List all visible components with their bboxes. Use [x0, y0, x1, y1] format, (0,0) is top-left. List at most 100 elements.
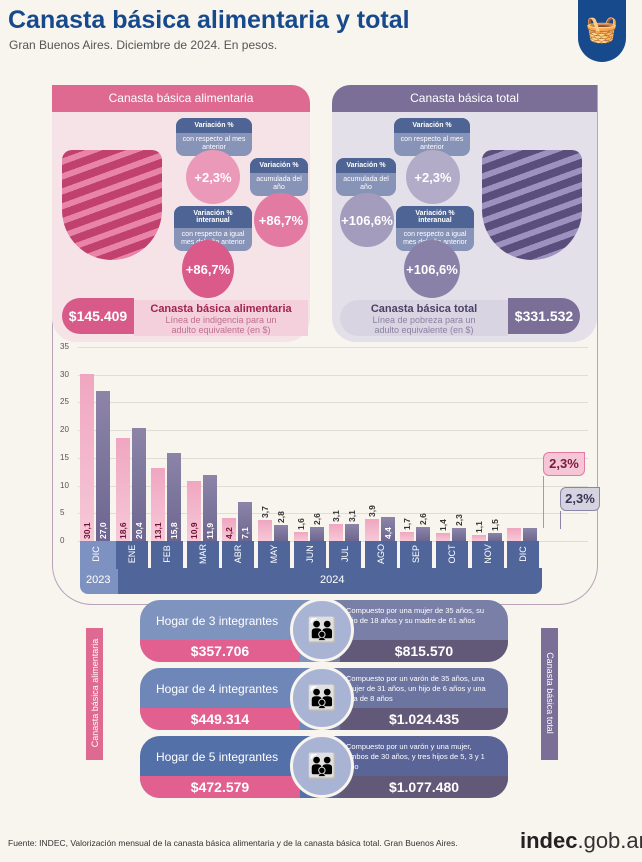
bar-cba	[222, 517, 237, 541]
total-basket-illustration	[482, 150, 582, 260]
tag-label: Variación % interanual	[174, 206, 252, 228]
bar-cba	[258, 520, 272, 541]
y-tick-label: 0	[60, 536, 65, 545]
bar-value-label: 7,1	[240, 527, 251, 539]
household-row: Hogar de 5 integrantes $472.579 Compuest…	[140, 734, 508, 798]
household-desc: Compuesto por una mujer de 35 años, su h…	[346, 606, 484, 625]
x-tick-label: ENE	[126, 544, 137, 564]
side-label-text: Canasta básica total	[545, 652, 555, 734]
brand-b: .gob.ar	[577, 828, 642, 853]
household-cbt-value: $815.570	[340, 640, 508, 662]
household-desc: Compuesto por un varón y una mujer, ambo…	[346, 742, 485, 771]
cba-var-acum-value: +86,7%	[254, 193, 308, 247]
bar-cba	[186, 480, 201, 541]
bar-cbt	[238, 501, 253, 541]
tag-sub: acumulada del año	[343, 176, 389, 192]
bar-value-label: 10,9	[188, 522, 199, 539]
bar-cba	[364, 519, 379, 541]
bar-cbt	[131, 427, 146, 541]
y-tick-label: 35	[60, 342, 69, 351]
cbt-title: Canasta básica total	[332, 85, 597, 112]
cbt-price-sub: Línea de pobreza para un adulto equivale…	[372, 315, 476, 335]
cbt-var-acum-value: +106,6%	[340, 193, 394, 247]
bar-cba	[329, 523, 344, 541]
cba-price-title: Canasta básica alimentaria	[150, 303, 292, 315]
bar-cba	[293, 532, 308, 541]
bar-cbt	[523, 528, 538, 541]
gridline	[78, 374, 588, 376]
x-tick-label: FEB	[162, 545, 173, 563]
bar-cbt	[167, 453, 182, 541]
x-tick-label: DIC	[518, 546, 529, 562]
x-tick-label: DIC	[91, 546, 101, 562]
month-band	[151, 541, 184, 569]
bar-cba	[115, 437, 130, 541]
bar-cbt	[202, 475, 217, 541]
bar-cbt	[380, 516, 395, 541]
bar-cbt	[452, 528, 466, 541]
year-band-2023	[80, 541, 118, 594]
callout-cba: 2,3%	[543, 452, 585, 476]
bar-cbt	[96, 391, 110, 541]
bar-cbt	[345, 523, 360, 541]
side-label-text: Canasta básica alimentaria	[90, 638, 100, 748]
x-tick-label: AGO	[375, 544, 386, 565]
bar-value-label: 27,0	[98, 522, 108, 539]
cba-var-acum-tag: Variación % acumulada del año	[250, 158, 308, 196]
cba-var-mensual-tag: Variación % con respecto al mes anterior	[176, 118, 252, 156]
household-cbt-value: $1.024.435	[340, 708, 508, 730]
bar-value-label: 1,4	[438, 519, 448, 532]
household-name: Hogar de 5 integrantes	[156, 750, 279, 764]
month-band	[471, 541, 504, 569]
cba-price-desc: Canasta básica alimentaria Línea de indi…	[134, 300, 308, 336]
bar-cba	[80, 374, 94, 541]
y-tick-label: 5	[60, 508, 65, 518]
gridline	[78, 347, 588, 348]
cbt-var-mensual-tag: Variación % con respecto al mes anterior	[394, 118, 470, 156]
cbt-price-title: Canasta básica total	[370, 303, 478, 315]
cba-var-inter-value: +86,7%	[182, 240, 234, 298]
gridline	[78, 430, 588, 432]
x-tick-label: MAY	[269, 544, 279, 564]
cbt-price: $331.532	[508, 298, 580, 334]
household-cba-value: $449.314	[140, 708, 300, 730]
month-band	[400, 541, 433, 569]
bar-value-label: 20,4	[133, 522, 144, 539]
bar-value-label: 1,7	[402, 517, 413, 530]
month-band	[364, 541, 397, 569]
month-band	[186, 541, 219, 569]
household-cbt-value: $1.077.480	[340, 776, 508, 798]
month-band	[293, 541, 326, 569]
household-row: Hogar de 4 integrantes $449.314 Compuest…	[140, 666, 508, 730]
callout-line	[560, 511, 561, 529]
bar-cbt	[487, 532, 502, 541]
month-band	[507, 541, 540, 569]
month-band	[329, 541, 362, 569]
cba-title: Canasta básica alimentaria	[52, 85, 310, 112]
bar-cbt	[416, 526, 431, 541]
x-tick-label: SEP	[411, 545, 422, 564]
bar-value-label: 2,3	[454, 514, 464, 527]
gridline	[78, 457, 588, 459]
side-label-cba: Canasta básica alimentaria	[86, 628, 103, 760]
bar-value-label: 30,1	[82, 522, 92, 539]
gridline	[78, 485, 588, 487]
tag-label: Variación %	[394, 118, 470, 133]
bar-value-label: 1,1	[473, 521, 484, 533]
x-tick-label: NOV	[482, 544, 493, 564]
year-label-2023: 2023	[86, 574, 111, 586]
bar-value-label: 18,6	[117, 522, 128, 539]
cbt-var-mensual-value: +2,3%	[406, 150, 460, 204]
basket-icon: 🧺	[578, 0, 626, 62]
tag-sub: con respecto al mes anterior	[400, 136, 464, 152]
tag-label: Variación %	[336, 158, 396, 173]
cba-price: $145.409	[62, 298, 134, 334]
bar-value-label: 3,7	[260, 506, 270, 519]
cbt-var-inter-value: +106,6%	[404, 240, 460, 298]
food-basket-illustration	[62, 150, 162, 260]
year-band-2024	[118, 568, 542, 594]
household-name: Hogar de 3 integrantes	[156, 614, 279, 628]
indec-logo: indec.gob.ar	[520, 828, 642, 854]
bar-value-label: 2,6	[311, 512, 322, 525]
side-label-cbt: Canasta básica total	[541, 628, 558, 760]
